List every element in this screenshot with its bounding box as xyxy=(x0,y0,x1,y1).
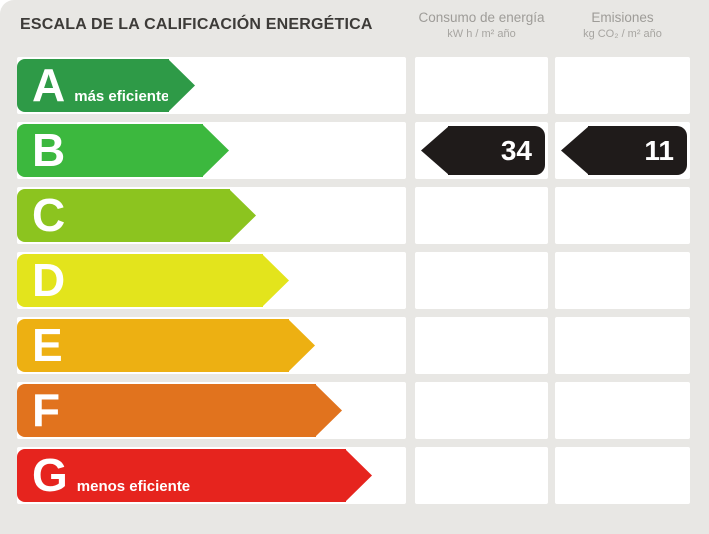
rating-arrow-tip xyxy=(202,124,229,177)
emissions-column-units: kg CO₂ / m² año xyxy=(583,28,662,40)
rating-arrow-d: D xyxy=(17,254,289,307)
emissions-value-arrow-tip xyxy=(561,126,589,175)
consumption-cell-d xyxy=(415,252,548,309)
emissions-cell-f xyxy=(555,382,690,439)
rating-row-f: F xyxy=(0,382,709,439)
page-title: ESCALA DE LA CALIFICACIÓN ENERGÉTICA xyxy=(20,16,373,33)
rating-note: menos eficiente xyxy=(76,478,191,495)
scale-cell-d: D xyxy=(17,252,406,309)
consumption-cell-e xyxy=(415,317,548,374)
emissions-cell-d xyxy=(555,252,690,309)
emissions-cell-a xyxy=(555,57,690,114)
rating-letter: E xyxy=(32,319,63,371)
rating-arrow-tip xyxy=(262,254,289,307)
consumption-value-arrow-tip xyxy=(421,126,449,175)
emissions-cell-g xyxy=(555,447,690,504)
rating-row-d: D xyxy=(0,252,709,309)
rating-arrow-tip xyxy=(229,189,256,242)
consumption-column-header: Consumo de energía kW h / m² año xyxy=(415,9,548,42)
rating-arrow-b: B xyxy=(17,124,229,177)
rating-arrow-tip xyxy=(315,384,342,437)
rating-letter: C xyxy=(32,189,66,241)
rating-row-b: B 34 11 xyxy=(0,122,709,179)
emissions-value-arrow-body: 11 xyxy=(588,126,687,175)
consumption-cell-b: 34 xyxy=(415,122,548,179)
emissions-column-label: Emisiones xyxy=(591,10,654,25)
consumption-cell-f xyxy=(415,382,548,439)
consumption-value-arrow: 34 xyxy=(421,126,545,175)
emissions-value: 11 xyxy=(644,134,674,166)
scale-cell-c: C xyxy=(17,187,406,244)
scale-cell-f: F xyxy=(17,382,406,439)
consumption-cell-c xyxy=(415,187,548,244)
scale-cell-b: B xyxy=(17,122,406,179)
rating-arrow-e: E xyxy=(17,319,315,372)
rating-letter: B xyxy=(32,124,66,176)
rating-arrow-tip xyxy=(168,59,195,112)
consumption-column-label: Consumo de energía xyxy=(418,10,545,25)
emissions-column-header: Emisiones kg CO₂ / m² año xyxy=(555,9,690,42)
emissions-value-arrow: 11 xyxy=(561,126,687,175)
rating-arrow-body: E xyxy=(17,319,289,372)
rating-letter: F xyxy=(32,384,61,436)
consumption-column-units: kW h / m² año xyxy=(447,28,516,40)
rating-arrow-body: C xyxy=(17,189,230,242)
emissions-cell-e xyxy=(555,317,690,374)
rating-letter: A xyxy=(32,59,66,111)
consumption-cell-a xyxy=(415,57,548,114)
rating-letter: D xyxy=(32,254,66,306)
consumption-value: 34 xyxy=(500,134,532,166)
rating-arrow-tip xyxy=(345,449,372,502)
rating-note: más eficiente xyxy=(74,88,170,105)
rating-letter: G xyxy=(32,449,68,501)
rating-row-c: C xyxy=(0,187,709,244)
rating-row-e: E xyxy=(0,317,709,374)
rating-arrow-tip xyxy=(288,319,315,372)
emissions-cell-b: 11 xyxy=(555,122,690,179)
scale-cell-e: E xyxy=(17,317,406,374)
rating-arrow-body: D xyxy=(17,254,263,307)
rating-arrow-body: B xyxy=(17,124,203,177)
rating-arrow-body: F xyxy=(17,384,316,437)
consumption-cell-g xyxy=(415,447,548,504)
rating-arrow-f: F xyxy=(17,384,342,437)
consumption-value-arrow-body: 34 xyxy=(448,126,545,175)
emissions-cell-c xyxy=(555,187,690,244)
rating-arrow-c: C xyxy=(17,189,256,242)
